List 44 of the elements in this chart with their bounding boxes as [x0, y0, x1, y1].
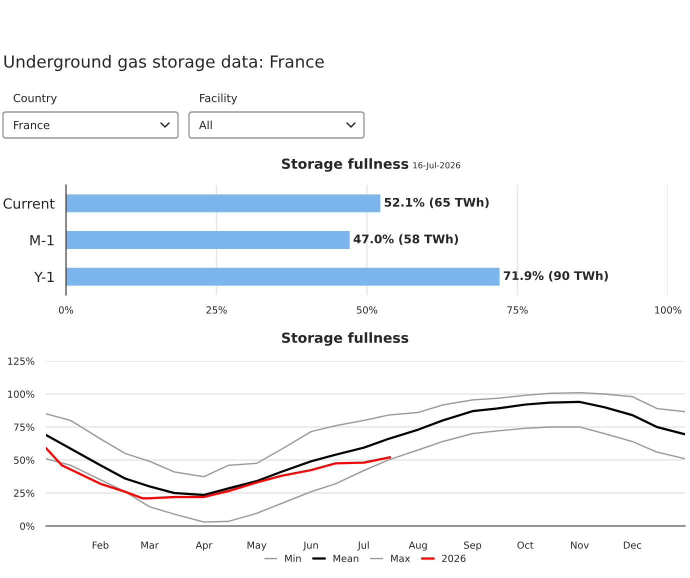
y-tick-label: 125%: [8, 357, 34, 365]
bar: [66, 268, 500, 286]
legend-label: 2026: [442, 554, 466, 562]
x-tick-label: Aug: [408, 542, 427, 551]
text: All: [199, 120, 212, 130]
x-tick-label: 0%: [58, 306, 74, 314]
y-tick-label: M-1: [30, 235, 54, 246]
x-tick-label: 50%: [356, 306, 378, 314]
x-tick-label: May: [248, 542, 266, 551]
x-tick-label: 75%: [507, 306, 528, 314]
legend-label: Mean: [334, 554, 358, 562]
legend-label: Max: [391, 554, 410, 562]
x-tick-label: Dec: [624, 542, 642, 549]
text: Underground gas storage data: France: [4, 54, 324, 72]
text: France: [14, 120, 50, 130]
data-label: 71.9% (90 TWh): [504, 270, 608, 282]
text: Country: [14, 94, 57, 104]
chart-title: Storage fullness: [282, 332, 408, 346]
x-tick-label: Mar: [141, 542, 159, 549]
y-tick-label: 50%: [14, 456, 34, 464]
y-tick-label: Y-1: [34, 272, 54, 282]
text: Facility: [200, 94, 238, 104]
line-series: [46, 447, 392, 500]
y-tick-label: 75%: [14, 423, 34, 431]
x-tick-label: Jul: [357, 541, 369, 551]
x-tick-label: 100%: [655, 306, 682, 314]
y-tick-label: 100%: [8, 390, 34, 398]
x-tick-label: Feb: [92, 541, 108, 549]
x-tick-label: 25%: [206, 306, 227, 314]
y-tick-label: 25%: [14, 489, 34, 497]
bar: [66, 231, 350, 249]
data-label: 52.1% (65 TWh): [384, 198, 489, 208]
y-tick-label: Current: [4, 198, 55, 209]
x-tick-label: Jun: [302, 542, 318, 551]
x-tick-label: Oct: [517, 541, 534, 549]
data-label: 47.0% (58 TWh): [354, 234, 458, 245]
x-tick-label: Nov: [571, 542, 589, 549]
legend-label: Min: [285, 554, 301, 562]
x-tick-label: Apr: [196, 542, 212, 551]
chart-title: Storage fullness: [282, 158, 408, 172]
x-tick-label: Sep: [464, 541, 482, 551]
chart-subtitle: 16-Jul-2026: [413, 162, 460, 170]
bar: [66, 194, 380, 212]
y-tick-label: 0%: [20, 522, 34, 530]
